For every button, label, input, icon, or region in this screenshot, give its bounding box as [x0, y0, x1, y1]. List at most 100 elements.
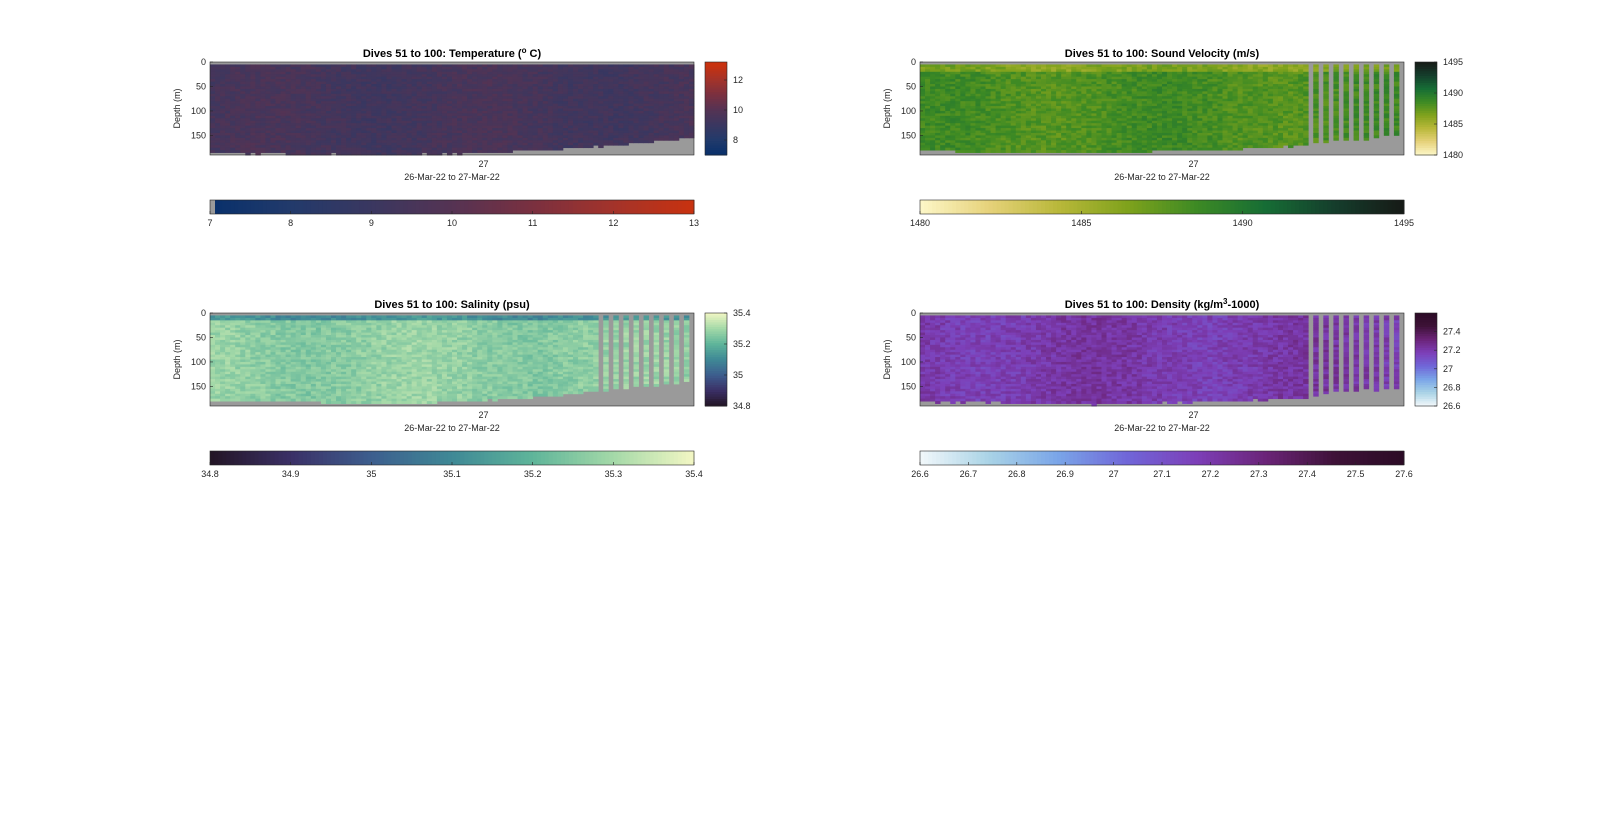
- heatmap-cell: [220, 150, 226, 153]
- heatmap-cell: [583, 108, 589, 112]
- heatmap-cell: [950, 137, 956, 141]
- heatmap-cell: [638, 84, 644, 87]
- heatmap-cell: [955, 123, 961, 127]
- heatmap-cell: [462, 79, 468, 82]
- heatmap-cell: [245, 130, 251, 134]
- heatmap-cell: [305, 113, 312, 117]
- heatmap-cell: [346, 142, 352, 146]
- heatmap-cell: [517, 123, 523, 127]
- heatmap-cell: [1071, 120, 1077, 124]
- heatmap-cell: [356, 123, 362, 127]
- heatmap-cell: [1056, 103, 1062, 107]
- heatmap-cell: [1030, 74, 1037, 78]
- heatmap-cell: [356, 76, 362, 80]
- heatmap-cell: [230, 86, 236, 90]
- heatmap-cell: [290, 84, 297, 87]
- heatmap-cell: [552, 91, 559, 95]
- heatmap-cell: [578, 86, 584, 90]
- heatmap-cell: [331, 123, 337, 127]
- heatmap-cell: [940, 147, 946, 151]
- heatmap-cell: [305, 135, 312, 139]
- heatmap-cell: [366, 86, 372, 90]
- colorbar-segment: [379, 200, 384, 214]
- heatmap-cell: [260, 147, 266, 151]
- heatmap-cell: [275, 135, 281, 139]
- heatmap-cell: [970, 84, 976, 87]
- heatmap-cell: [260, 86, 266, 90]
- heatmap-cell: [310, 86, 317, 90]
- heatmap-cell: [1086, 125, 1092, 129]
- heatmap-cell: [250, 135, 256, 139]
- heatmap-cell: [325, 110, 332, 114]
- heatmap-cell: [1096, 86, 1102, 90]
- heatmap-cell: [396, 120, 402, 124]
- heatmap-cell: [406, 120, 413, 124]
- heatmap-cell: [497, 71, 503, 75]
- heatmap-cell: [1106, 64, 1112, 68]
- colorbar-segment: [629, 200, 634, 214]
- heatmap-cell: [310, 135, 317, 139]
- heatmap-cell: [1111, 137, 1118, 141]
- heatmap-cell: [416, 142, 423, 146]
- heatmap-cell: [683, 103, 690, 107]
- heatmap-cell: [1051, 108, 1057, 112]
- heatmap-cell: [366, 91, 372, 95]
- heatmap-cell: [507, 66, 513, 70]
- heatmap-cell: [305, 123, 312, 127]
- heatmap-cell: [668, 86, 675, 90]
- heatmap-cell: [945, 103, 951, 107]
- heatmap-cell: [431, 120, 438, 124]
- heatmap-cell: [467, 74, 473, 78]
- heatmap-cell: [300, 132, 307, 136]
- heatmap-cell: [446, 106, 453, 109]
- heatmap-cell: [1025, 88, 1032, 92]
- heatmap-cell: [603, 135, 609, 139]
- heatmap-cell: [920, 118, 926, 122]
- heatmap-cell: [638, 113, 644, 117]
- heatmap-cell: [512, 74, 518, 78]
- colorbar-segment: [302, 200, 308, 214]
- heatmap-cell: [260, 145, 266, 149]
- heatmap-cell: [482, 84, 488, 87]
- heatmap-cell: [300, 84, 307, 87]
- heatmap-cell: [376, 101, 382, 105]
- heatmap-cell: [1041, 145, 1047, 149]
- colorbar-segment: [331, 200, 336, 214]
- heatmap-cell: [351, 145, 357, 149]
- heatmap-cell: [673, 86, 680, 90]
- heatmap-cell: [502, 69, 508, 73]
- heatmap-cell: [955, 110, 961, 114]
- heatmap-cell: [1086, 145, 1092, 149]
- heatmap-cell: [255, 86, 261, 90]
- heatmap-cell: [1056, 101, 1062, 105]
- heatmap-cell: [633, 96, 639, 100]
- heatmap-cell: [331, 145, 337, 149]
- heatmap-cell: [300, 91, 307, 95]
- heatmap-cell: [1101, 150, 1107, 153]
- heatmap-cell: [472, 103, 478, 107]
- heatmap-cell: [517, 91, 523, 95]
- heatmap-cell: [1051, 110, 1057, 114]
- heatmap-cell: [920, 145, 926, 149]
- heatmap-cell: [285, 152, 292, 156]
- heatmap-cell: [960, 132, 966, 136]
- heatmap-cell: [411, 128, 418, 131]
- heatmap-cell: [215, 118, 221, 122]
- heatmap-cell: [975, 76, 981, 80]
- side-colorbar-segment: [705, 92, 727, 96]
- heatmap-cell: [552, 135, 559, 139]
- heatmap-cell: [467, 150, 473, 153]
- heatmap-cell: [1101, 125, 1107, 129]
- heatmap-cell: [547, 76, 554, 80]
- heatmap-cell: [391, 123, 397, 127]
- heatmap-cell: [441, 147, 448, 151]
- heatmap-cell: [310, 145, 317, 149]
- heatmap-cell: [336, 147, 342, 151]
- heatmap-cell: [960, 74, 966, 78]
- heatmap-cell: [1025, 110, 1032, 114]
- heatmap-cell: [1106, 71, 1112, 75]
- heatmap-cell: [285, 142, 292, 146]
- heatmap-cell: [1061, 113, 1067, 117]
- heatmap-cell: [260, 150, 266, 153]
- heatmap-cell: [300, 96, 307, 100]
